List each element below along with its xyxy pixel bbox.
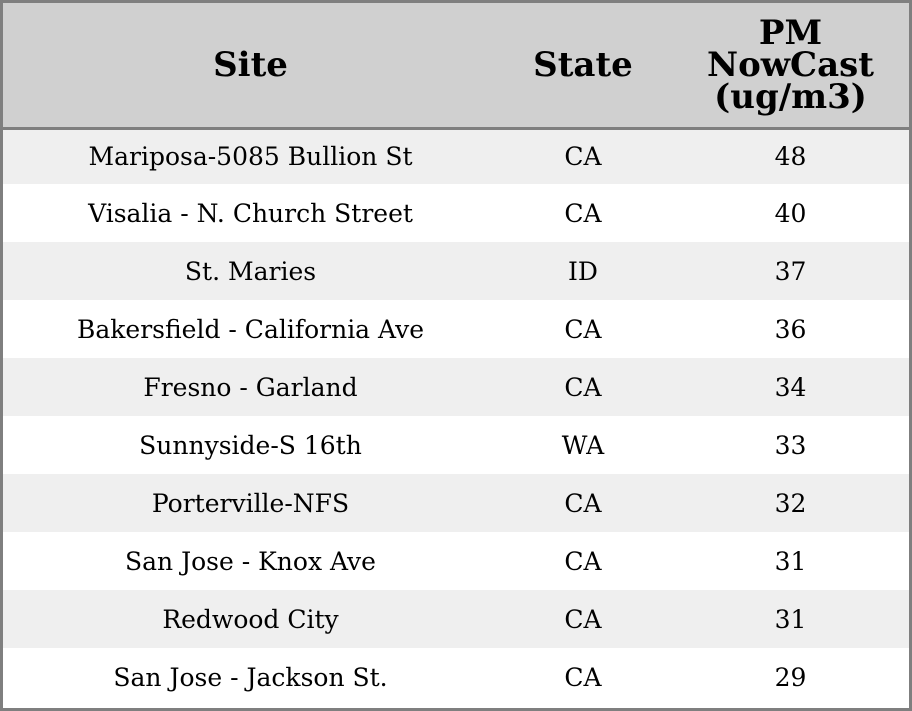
cell-site: St. Maries xyxy=(184,256,317,286)
cell-site: Porterville-NFS xyxy=(151,488,350,518)
table-row: Bakersfield - California Ave CA 36 xyxy=(3,300,909,358)
header-pm-line-3: (ug/m3) xyxy=(714,76,867,117)
cell-state: CA xyxy=(564,372,602,402)
table-row: Fresno - Garland CA 34 xyxy=(3,358,909,416)
cell-site: San Jose - Jackson St. xyxy=(113,662,388,692)
header-state: State xyxy=(498,3,668,130)
cell-state: CA xyxy=(564,604,602,634)
table-row: Porterville-NFS CA 32 xyxy=(3,474,909,532)
cell-pm-nowcast: 31 xyxy=(774,604,807,634)
cell-pm-nowcast: 34 xyxy=(774,372,807,402)
table-row: Visalia - N. Church Street CA 40 xyxy=(3,184,909,242)
table-row: Redwood City CA 31 xyxy=(3,590,909,648)
cell-pm-nowcast: 33 xyxy=(774,430,807,460)
table-header: Site State PM NowCast (ug/m3) xyxy=(3,3,909,130)
cell-site: Bakersfield - California Ave xyxy=(77,314,424,344)
header-site: Site xyxy=(3,3,498,130)
cell-state: CA xyxy=(564,198,602,228)
cell-state: CA xyxy=(564,488,602,518)
cell-pm-nowcast: 32 xyxy=(774,488,807,518)
header-pm-line-1: PM xyxy=(758,12,823,53)
table-row: San Jose - Jackson St. CA 29 xyxy=(3,648,909,706)
table-body: Mariposa-5085 Bullion St CA 48 Visalia - N.… xyxy=(3,128,909,706)
cell-state: ID xyxy=(568,256,598,286)
cell-pm-nowcast: 37 xyxy=(774,256,807,286)
pm-nowcast-table: Site State PM NowCast (ug/m3) Mariposa-5… xyxy=(3,3,909,706)
cell-site: San Jose - Knox Ave xyxy=(125,546,376,576)
cell-site: Visalia - N. Church Street xyxy=(88,198,413,228)
cell-pm-nowcast: 36 xyxy=(774,314,807,344)
cell-pm-nowcast: 48 xyxy=(774,142,807,172)
table-row: San Jose - Knox Ave CA 31 xyxy=(3,532,909,590)
cell-state: CA xyxy=(564,314,602,344)
cell-state: CA xyxy=(564,142,602,172)
header-pm-nowcast: PM NowCast (ug/m3) xyxy=(668,3,909,130)
header-row: Site State PM NowCast (ug/m3) xyxy=(3,3,909,130)
cell-pm-nowcast: 29 xyxy=(774,662,807,692)
table-row: Mariposa-5085 Bullion St CA 48 xyxy=(3,128,909,184)
header-state-label: State xyxy=(533,44,633,85)
cell-site: Mariposa-5085 Bullion St xyxy=(88,142,413,172)
table-row: Sunnyside-S 16th WA 33 xyxy=(3,416,909,474)
cell-site: Fresno - Garland xyxy=(143,372,358,402)
cell-state: WA xyxy=(561,430,605,460)
cell-site: Sunnyside-S 16th xyxy=(139,430,362,460)
header-pm-line-2: NowCast xyxy=(707,44,874,85)
cell-state: CA xyxy=(564,546,602,576)
cell-pm-nowcast: 31 xyxy=(774,546,807,576)
cell-site: Redwood City xyxy=(162,604,339,634)
cell-pm-nowcast: 40 xyxy=(774,198,807,228)
table-row: St. Maries ID 37 xyxy=(3,242,909,300)
cell-state: CA xyxy=(564,662,602,692)
header-site-label: Site xyxy=(213,44,288,85)
